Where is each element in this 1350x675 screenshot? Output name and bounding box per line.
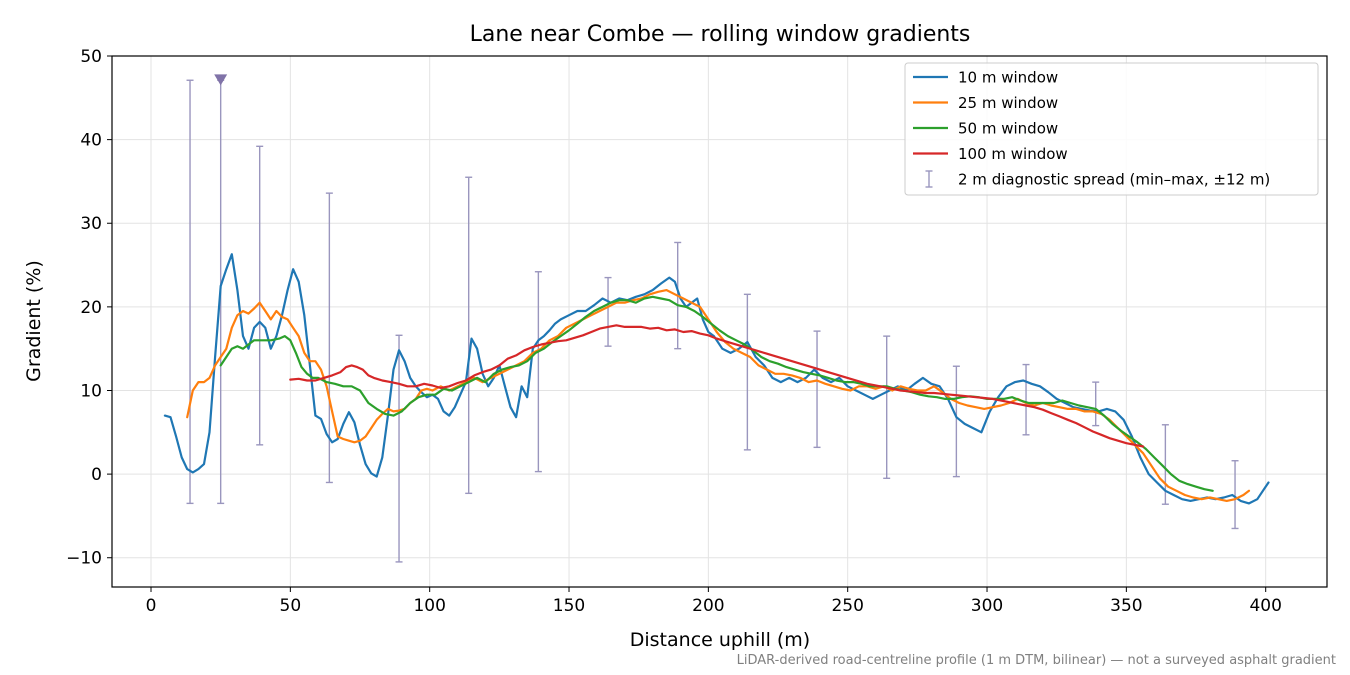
diagnostic-errorbar — [325, 192, 333, 484]
series-line-4 — [289, 324, 1145, 448]
y-tick-label: −10 — [66, 549, 102, 569]
x-axis-label: Distance uphill (m) — [630, 629, 810, 651]
series-line-2 — [186, 289, 1251, 502]
legend-item-4: 100 m window — [913, 145, 1068, 163]
x-tick-label: 400 — [1249, 596, 1281, 616]
footnote: LiDAR-derived road-centreline profile (1… — [736, 653, 1336, 668]
diagnostic-errorbar — [604, 276, 612, 347]
x-tick-label: 0 — [146, 596, 157, 616]
diagnostic-errorbar — [1231, 460, 1239, 530]
y-tick-label: 40 — [80, 131, 102, 151]
y-tick-label: 0 — [91, 465, 102, 485]
diagnostic-errorbar — [743, 293, 751, 451]
legend-label: 100 m window — [958, 145, 1068, 163]
x-tick-label: 250 — [831, 596, 863, 616]
diagnostic-errorbar — [1022, 363, 1030, 436]
diagnostic-errorbar — [813, 330, 821, 449]
plot-area — [163, 74, 1270, 563]
axes: 0 50 100 150 200 250 300 350 400 −10 0 10 20 30 40 50 — [66, 47, 1282, 616]
diagnostic-errorbar — [952, 365, 960, 478]
legend-item-diagnostic: 2 m diagnostic spread (min–max, ±12 m) — [925, 170, 1270, 189]
legend-item-1: 10 m window — [913, 69, 1058, 87]
diagnostic-errorbar — [186, 79, 194, 505]
y-tick-label: 10 — [80, 381, 102, 401]
legend-label: 10 m window — [958, 69, 1058, 87]
plot-frame — [111, 55, 1328, 588]
x-tick-label: 50 — [280, 596, 302, 616]
legend-label: 25 m window — [958, 94, 1058, 112]
legend-label: 2 m diagnostic spread (min–max, ±12 m) — [958, 171, 1270, 189]
y-tick-label: 30 — [80, 214, 102, 234]
y-axis-label: Gradient (%) — [23, 260, 45, 382]
y-tick-label: 20 — [80, 298, 102, 318]
chart-title: Lane near Combe — rolling window gradien… — [470, 22, 971, 47]
diagnostic-errorbar — [534, 271, 542, 473]
diagnostic-errorbar — [465, 176, 473, 495]
series-line-3 — [219, 295, 1214, 492]
x-tick-label: 350 — [1110, 596, 1142, 616]
diagnostic-errorbar — [256, 145, 264, 446]
x-tick-label: 150 — [553, 596, 585, 616]
x-tick-label: 100 — [413, 596, 445, 616]
diagnostic-errorbar — [883, 335, 891, 479]
x-tick-label: 300 — [971, 596, 1003, 616]
legend: 10 m window 25 m window 50 m window 100 m w… — [904, 62, 1319, 196]
diagnostic-errorbar — [395, 334, 403, 563]
triangle-marker — [214, 74, 228, 86]
diagnostic-errorbar — [1092, 381, 1100, 427]
x-tick-label: 200 — [692, 596, 724, 616]
legend-label: 50 m window — [958, 120, 1058, 138]
legend-item-3: 50 m window — [913, 120, 1058, 138]
legend-item-2: 25 m window — [913, 94, 1058, 112]
y-tick-label: 50 — [80, 47, 102, 67]
legend-box — [904, 62, 1319, 196]
series-line-1 — [163, 253, 1270, 505]
